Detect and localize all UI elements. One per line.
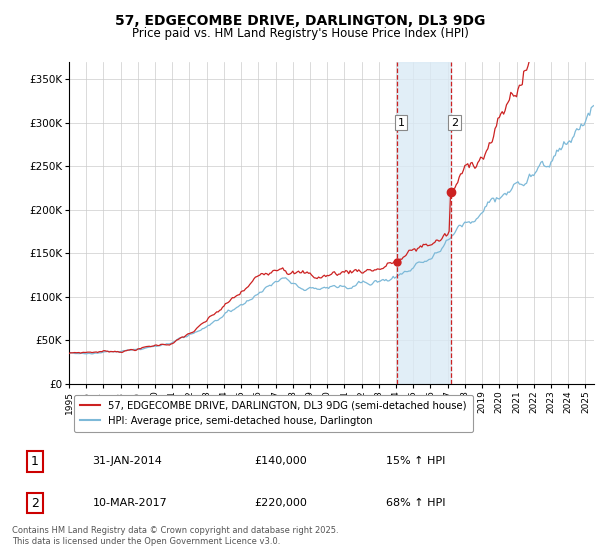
Text: 1: 1	[397, 118, 404, 128]
Text: Contains HM Land Registry data © Crown copyright and database right 2025.
This d: Contains HM Land Registry data © Crown c…	[12, 526, 338, 546]
Text: 2: 2	[451, 118, 458, 128]
Text: £220,000: £220,000	[254, 498, 307, 508]
Text: 1: 1	[31, 455, 39, 468]
Text: 2: 2	[31, 497, 39, 510]
Text: Price paid vs. HM Land Registry's House Price Index (HPI): Price paid vs. HM Land Registry's House …	[131, 27, 469, 40]
Text: 68% ↑ HPI: 68% ↑ HPI	[386, 498, 446, 508]
Text: 15% ↑ HPI: 15% ↑ HPI	[386, 456, 446, 466]
Legend: 57, EDGECOMBE DRIVE, DARLINGTON, DL3 9DG (semi-detached house), HPI: Average pri: 57, EDGECOMBE DRIVE, DARLINGTON, DL3 9DG…	[74, 394, 473, 432]
Bar	[397, 62, 451, 384]
Text: 10-MAR-2017: 10-MAR-2017	[92, 498, 167, 508]
Text: 31-JAN-2014: 31-JAN-2014	[92, 456, 163, 466]
Text: £140,000: £140,000	[254, 456, 307, 466]
Text: 57, EDGECOMBE DRIVE, DARLINGTON, DL3 9DG: 57, EDGECOMBE DRIVE, DARLINGTON, DL3 9DG	[115, 14, 485, 28]
